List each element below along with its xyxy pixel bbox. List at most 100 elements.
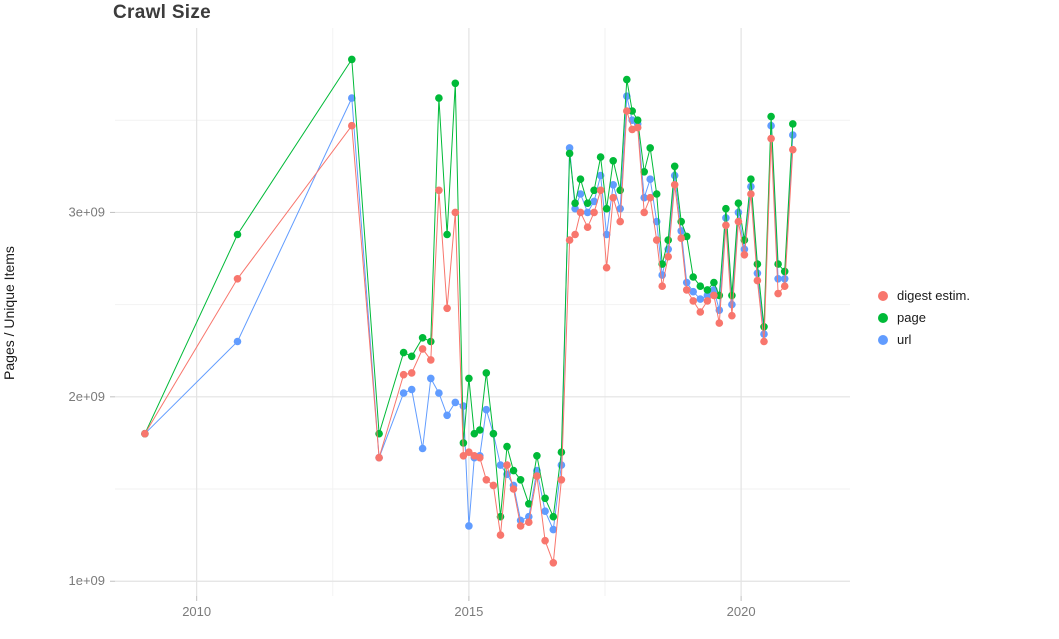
- data-point-url: [407, 385, 416, 394]
- data-point-url: [549, 525, 558, 534]
- data-point-digest-estim: [435, 186, 443, 195]
- data-point-digest-estim: [476, 453, 484, 462]
- data-point-digest-estim: [503, 461, 511, 469]
- data-point-digest-estim: [509, 485, 518, 493]
- x-tick-label: 2015: [454, 604, 483, 619]
- data-point-url: [609, 181, 617, 189]
- legend: digest estim. page url: [878, 288, 970, 347]
- data-point-page: [609, 157, 617, 165]
- data-point-page: [482, 369, 491, 377]
- data-point-url: [233, 337, 242, 346]
- legend-label-digest-estim: digest estim.: [897, 288, 970, 303]
- data-point-page: [747, 175, 755, 183]
- legend-item-url: url: [878, 332, 970, 347]
- data-point-url: [728, 300, 736, 309]
- data-point-digest-estim: [489, 481, 498, 490]
- data-point-url: [399, 389, 408, 397]
- data-point-url: [616, 204, 624, 213]
- data-point-page: [233, 230, 242, 239]
- data-point-page: [465, 374, 473, 383]
- data-point-page: [549, 512, 558, 521]
- data-point-page: [451, 79, 460, 88]
- data-point-digest-estim: [609, 193, 617, 202]
- data-point-digest-estim: [496, 531, 505, 539]
- data-point-digest-estim: [715, 319, 724, 327]
- data-point-page: [780, 267, 789, 276]
- y-axis-title: Pages / Unique Items: [1, 246, 17, 380]
- data-point-url: [576, 190, 585, 198]
- data-point-digest-estim: [734, 217, 743, 226]
- data-point-url: [623, 92, 631, 100]
- data-point-digest-estim: [689, 297, 697, 305]
- data-point-url: [789, 131, 797, 139]
- data-point-digest-estim: [451, 208, 460, 217]
- data-point-page: [407, 352, 416, 361]
- data-point-digest-estim: [789, 145, 797, 154]
- x-tick-label: 2010: [182, 604, 211, 619]
- data-point-page: [703, 286, 712, 294]
- data-point-page: [399, 348, 408, 357]
- data-point-url: [740, 245, 749, 254]
- data-point-url: [722, 214, 730, 222]
- data-point-page: [418, 334, 427, 342]
- data-point-page: [734, 199, 743, 207]
- data-point-digest-estim: [576, 208, 585, 217]
- y-tick-label: 3e+09: [68, 204, 105, 219]
- data-point-page: [509, 466, 518, 475]
- data-point-page: [489, 429, 498, 438]
- data-point-page: [557, 448, 566, 457]
- data-point-url: [753, 269, 762, 278]
- data-point-page: [689, 273, 697, 281]
- data-point-url: [696, 295, 705, 303]
- data-point-url: [682, 278, 691, 287]
- data-point-url: [703, 291, 712, 300]
- data-point-page: [640, 168, 648, 176]
- y-tick-label: 2e+09: [68, 389, 105, 404]
- data-point-digest-estim: [703, 297, 712, 305]
- data-point-digest-estim: [516, 522, 525, 530]
- data-point-digest-estim: [760, 337, 768, 346]
- data-point-page: [664, 236, 672, 244]
- series-digest-estim: [141, 107, 797, 567]
- data-point-url: [565, 144, 574, 152]
- y-tick-label: 1e+09: [68, 573, 105, 588]
- data-point-digest-estim: [541, 536, 549, 545]
- data-point-url: [640, 193, 648, 202]
- data-point-page: [767, 112, 775, 121]
- data-point-url: [646, 175, 654, 183]
- data-point-digest-estim: [696, 308, 705, 316]
- data-point-digest-estim: [427, 356, 435, 364]
- data-point-digest-estim: [646, 193, 654, 202]
- data-point-digest-estim: [549, 559, 558, 567]
- data-point-page: [774, 260, 782, 268]
- data-point-url: [541, 507, 549, 515]
- data-point-page: [516, 476, 525, 484]
- data-point-page: [443, 230, 451, 239]
- data-point-page: [576, 175, 585, 183]
- data-point-url: [418, 444, 427, 453]
- data-point-page: [348, 55, 356, 64]
- legend-item-digest-estim: digest estim.: [878, 288, 970, 303]
- data-point-digest-estim: [652, 236, 661, 244]
- data-point-url: [443, 411, 451, 420]
- data-point-url: [496, 461, 505, 469]
- data-point-digest-estim: [443, 304, 451, 313]
- data-point-digest-estim: [616, 217, 624, 226]
- data-point-page: [571, 199, 579, 207]
- data-point-digest-estim: [407, 369, 416, 377]
- data-point-digest-estim: [670, 181, 679, 189]
- data-point-digest-estim: [767, 134, 775, 143]
- data-point-digest-estim: [375, 453, 383, 462]
- series-line-digest-estim: [144, 110, 794, 563]
- data-point-digest-estim: [533, 472, 541, 480]
- legend-label-url: url: [897, 332, 912, 347]
- data-point-url: [774, 275, 782, 283]
- data-point-digest-estim: [399, 370, 408, 379]
- data-point-url: [747, 182, 755, 191]
- data-point-digest-estim: [565, 236, 574, 244]
- data-point-page: [670, 162, 679, 171]
- page-legend-marker-icon: [878, 312, 888, 323]
- data-point-digest-estim: [623, 107, 631, 115]
- data-point-page: [646, 144, 654, 152]
- data-point-page: [602, 204, 611, 213]
